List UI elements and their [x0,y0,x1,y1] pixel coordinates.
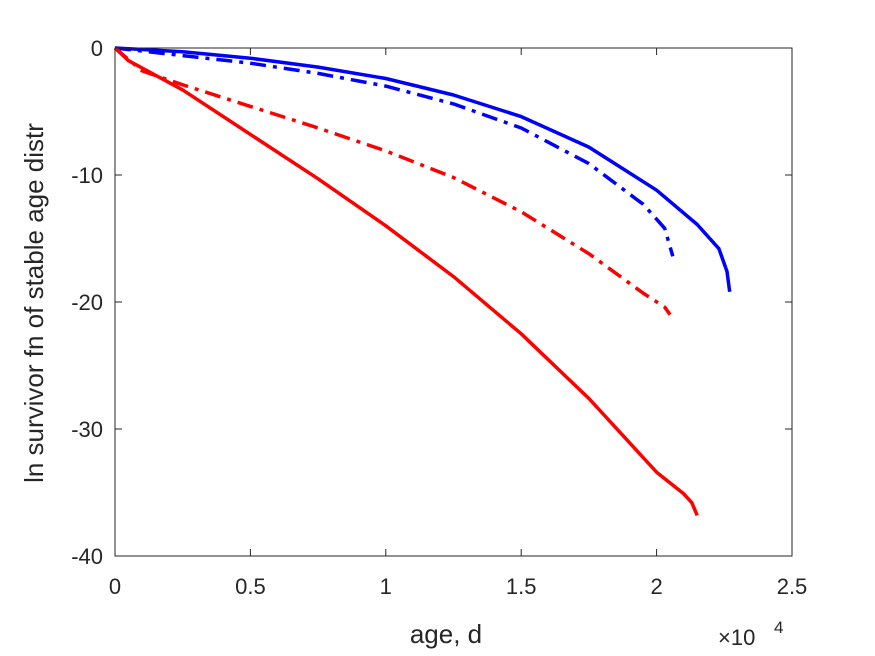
x-tick-label: 1 [380,574,392,599]
y-tick-label: -20 [71,290,103,315]
x-axis-label: age, d [410,619,482,649]
y-tick-label: -40 [71,544,103,569]
series-line-1 [114,46,732,293]
series-line-3 [113,46,672,316]
y-tick-label: -30 [71,417,103,442]
x-tick-label: 1.5 [506,574,537,599]
series-line-4 [113,46,699,517]
x-multiplier-base: ×10 [718,625,755,650]
y-axis-label: ln survivor fn of stable age distr [19,123,49,483]
x-tick-label: 2 [650,574,662,599]
x-multiplier-exponent: 4 [774,618,783,637]
x-axis-multiplier: ×10 4 [718,618,783,650]
x-tick-label: 0.5 [235,574,266,599]
series-line-2 [114,46,675,257]
x-tick-label: 2.5 [777,574,808,599]
ticks-layer: 0 0.5 1 1.5 2 2.5 0 -10 -20 -30 -40 [71,36,807,599]
plot-area [115,48,792,556]
y-tick-label: 0 [91,36,103,61]
series-layer [113,46,732,517]
x-tick-label: 0 [109,574,121,599]
y-tick-label: -10 [71,163,103,188]
